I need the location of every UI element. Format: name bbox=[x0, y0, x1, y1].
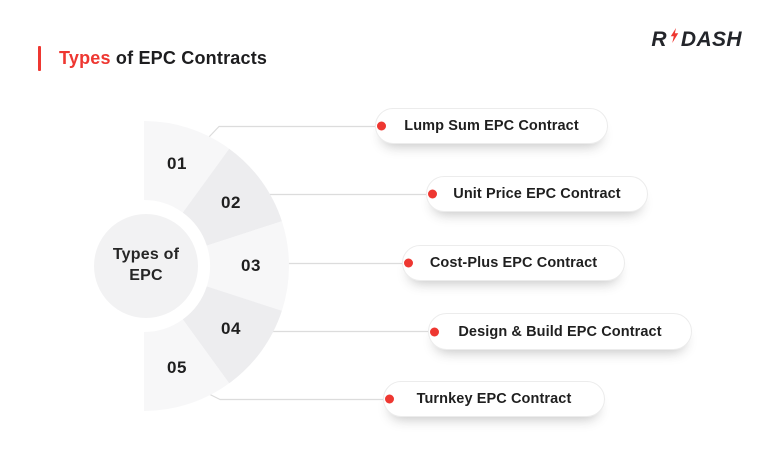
bullet-dot-icon bbox=[430, 327, 439, 336]
page-title: Types of EPC Contracts bbox=[59, 48, 267, 69]
sector-number-5: 05 bbox=[167, 358, 187, 377]
pill-label: Design & Build EPC Contract bbox=[458, 323, 662, 340]
page-header: Types of EPC Contracts bbox=[38, 46, 267, 71]
pill-cost-plus: Cost-Plus EPC Contract bbox=[402, 245, 625, 281]
bullet-dot-icon bbox=[377, 121, 386, 131]
sector-02 bbox=[182, 148, 282, 246]
sector-number-3: 03 bbox=[241, 256, 261, 275]
hub-circle bbox=[94, 214, 198, 318]
sector-05 bbox=[144, 319, 230, 411]
logo-suffix: DASH bbox=[680, 28, 742, 51]
pill-label: Turnkey EPC Contract bbox=[416, 391, 572, 407]
sector-03 bbox=[206, 221, 289, 311]
pill-label: Cost-Plus EPC Contract bbox=[429, 255, 598, 271]
title-accent-word: Types bbox=[59, 48, 111, 68]
bullet-dot-icon bbox=[385, 394, 394, 404]
connector-line-5 bbox=[208, 393, 388, 401]
pill-design-build: Design & Build EPC Contract bbox=[428, 313, 692, 350]
lightning-bolt-icon bbox=[670, 28, 679, 43]
sector-01 bbox=[144, 121, 230, 213]
pill-unit-price: Unit Price EPC Contract bbox=[426, 176, 648, 212]
bullet-dot-icon bbox=[428, 189, 437, 199]
title-rest: of EPC Contracts bbox=[110, 48, 268, 68]
connector-line-1 bbox=[208, 125, 380, 138]
pill-label: Unit Price EPC Contract bbox=[453, 186, 621, 202]
bullet-dot-icon bbox=[404, 258, 413, 268]
sector-04 bbox=[182, 286, 282, 384]
sector-number-4: 04 bbox=[221, 319, 241, 338]
pill-label: Lump Sum EPC Contract bbox=[404, 118, 579, 134]
pill-turnkey: Turnkey EPC Contract bbox=[383, 381, 605, 417]
accent-bar bbox=[38, 46, 41, 71]
sector-number-1: 01 bbox=[167, 154, 187, 173]
sector-number-2: 02 bbox=[221, 193, 241, 212]
hub-label: Types of EPC bbox=[112, 246, 180, 284]
logo-prefix: R bbox=[651, 28, 667, 51]
brand-logo: R DASH bbox=[651, 28, 742, 52]
connector-lines bbox=[208, 125, 433, 401]
pill-lump-sum: Lump Sum EPC Contract bbox=[375, 108, 608, 144]
